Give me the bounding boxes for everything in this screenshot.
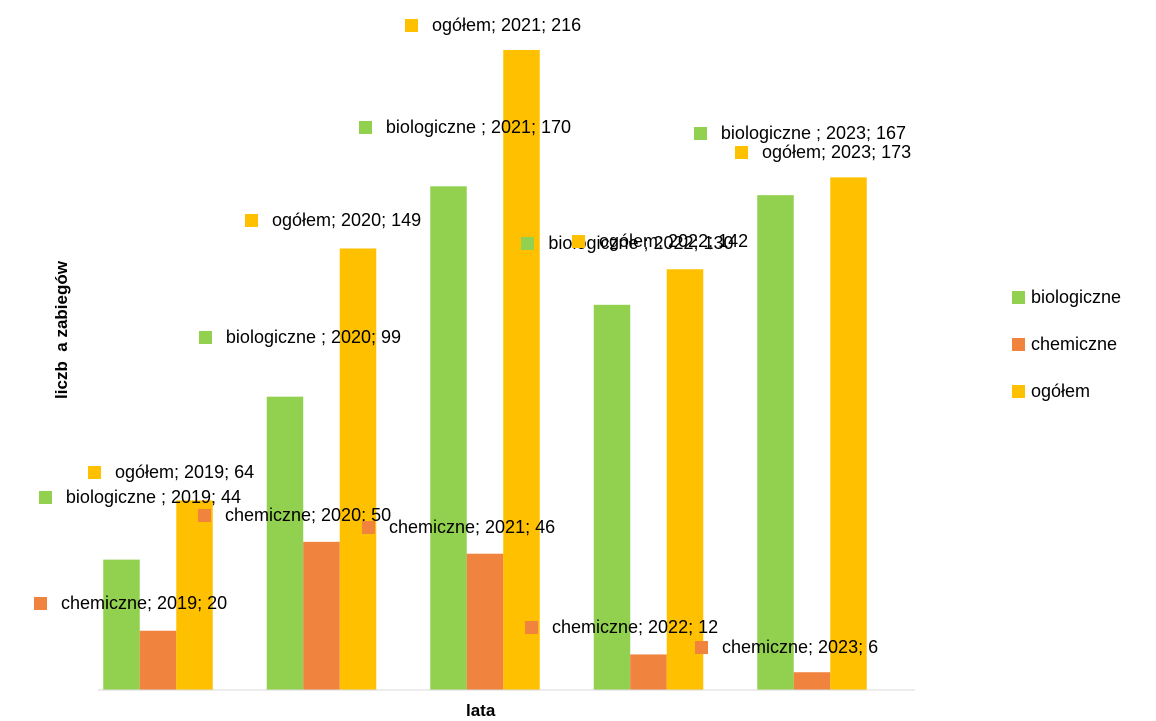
label-marker	[34, 597, 47, 610]
legend-item: biologiczne	[1012, 286, 1121, 308]
bar	[103, 559, 140, 690]
legend-item: ogółem	[1012, 380, 1090, 402]
data-label: ogółem; 2020; 149	[245, 202, 421, 238]
y-axis-title: liczb a zabiegów	[52, 261, 71, 399]
label-text: ogółem; 2020; 149	[272, 210, 422, 230]
bar	[430, 186, 467, 691]
data-label: biologiczne ; 2019; 44	[5, 479, 275, 515]
bar	[303, 541, 340, 690]
data-label: ogółem; 2022; 142	[572, 223, 748, 259]
label-text: biologiczne ; 2022; 130	[548, 233, 734, 253]
label-text: chemiczne; 2020; 50	[225, 505, 392, 525]
legend-text: ogółem	[1031, 381, 1091, 401]
data-label: chemiczne; 2019; 20	[34, 585, 227, 621]
legend-text: biologiczne	[1031, 287, 1122, 307]
legend-swatch	[1012, 338, 1025, 351]
label-text: ogółem; 2019; 64	[115, 462, 255, 482]
label-text: biologiczne ; 2023; 167	[720, 123, 907, 143]
bar	[176, 500, 213, 690]
data-label: chemiczne; 2023; 6	[695, 629, 878, 665]
bar	[503, 49, 540, 691]
data-label: biologiczne ; 2021; 170	[330, 109, 600, 145]
x-axis-title: lata	[466, 701, 496, 720]
bar	[593, 304, 631, 690]
bar	[139, 630, 177, 690]
label-text: chemiczne; 2022; 12	[552, 617, 719, 637]
bar	[466, 553, 504, 690]
label-marker	[405, 19, 418, 32]
data-label: biologiczne ; 2022; 130	[495, 225, 760, 261]
bar	[666, 269, 704, 690]
label-marker	[358, 121, 372, 134]
data-label: biologiczne ; 2023; 167	[660, 115, 940, 151]
label-marker	[198, 509, 211, 522]
bar	[793, 672, 831, 690]
data-label: ogółem; 2023; 173	[735, 134, 911, 170]
label-marker	[245, 214, 258, 227]
label-marker	[525, 621, 538, 634]
bar	[266, 396, 304, 690]
label-marker	[198, 331, 212, 344]
bar	[757, 195, 794, 690]
label-text: biologiczne ; 2021; 170	[385, 117, 572, 137]
legend-item: chemiczne	[1012, 333, 1117, 355]
legend-text: chemiczne	[1031, 334, 1118, 354]
bar	[630, 654, 667, 690]
label-text: chemiczne; 2021; 46	[389, 517, 556, 537]
label-marker	[693, 127, 707, 140]
label-marker	[521, 237, 535, 250]
data-label: chemiczne; 2020; 50	[198, 497, 391, 533]
label-text: chemiczne; 2019; 20	[61, 593, 228, 613]
legend-swatch	[1012, 385, 1025, 398]
legend-swatch	[1012, 291, 1025, 304]
label-marker	[38, 491, 52, 504]
bar	[339, 248, 377, 690]
data-label: chemiczne; 2022; 12	[525, 609, 718, 645]
label-text: biologiczne ; 2020; 99	[225, 327, 402, 347]
label-text: biologiczne ; 2019; 44	[65, 487, 242, 507]
data-label: ogółem; 2021; 216	[405, 7, 581, 43]
label-marker	[88, 466, 101, 479]
label-text: ogółem; 2022; 142	[599, 231, 749, 251]
label-text: chemiczne; 2023; 6	[722, 637, 879, 657]
label-marker	[362, 521, 375, 534]
data-label: ogółem; 2019; 64	[88, 454, 254, 490]
label-marker	[695, 641, 708, 654]
label-text: ogółem; 2021; 216	[432, 15, 582, 35]
label-marker	[735, 146, 748, 159]
data-label: biologiczne ; 2020; 99	[170, 319, 430, 355]
label-marker	[572, 235, 585, 248]
label-text: ogółem; 2023; 173	[762, 142, 912, 162]
data-label: chemiczne; 2021; 46	[362, 509, 555, 545]
bar	[830, 177, 867, 690]
